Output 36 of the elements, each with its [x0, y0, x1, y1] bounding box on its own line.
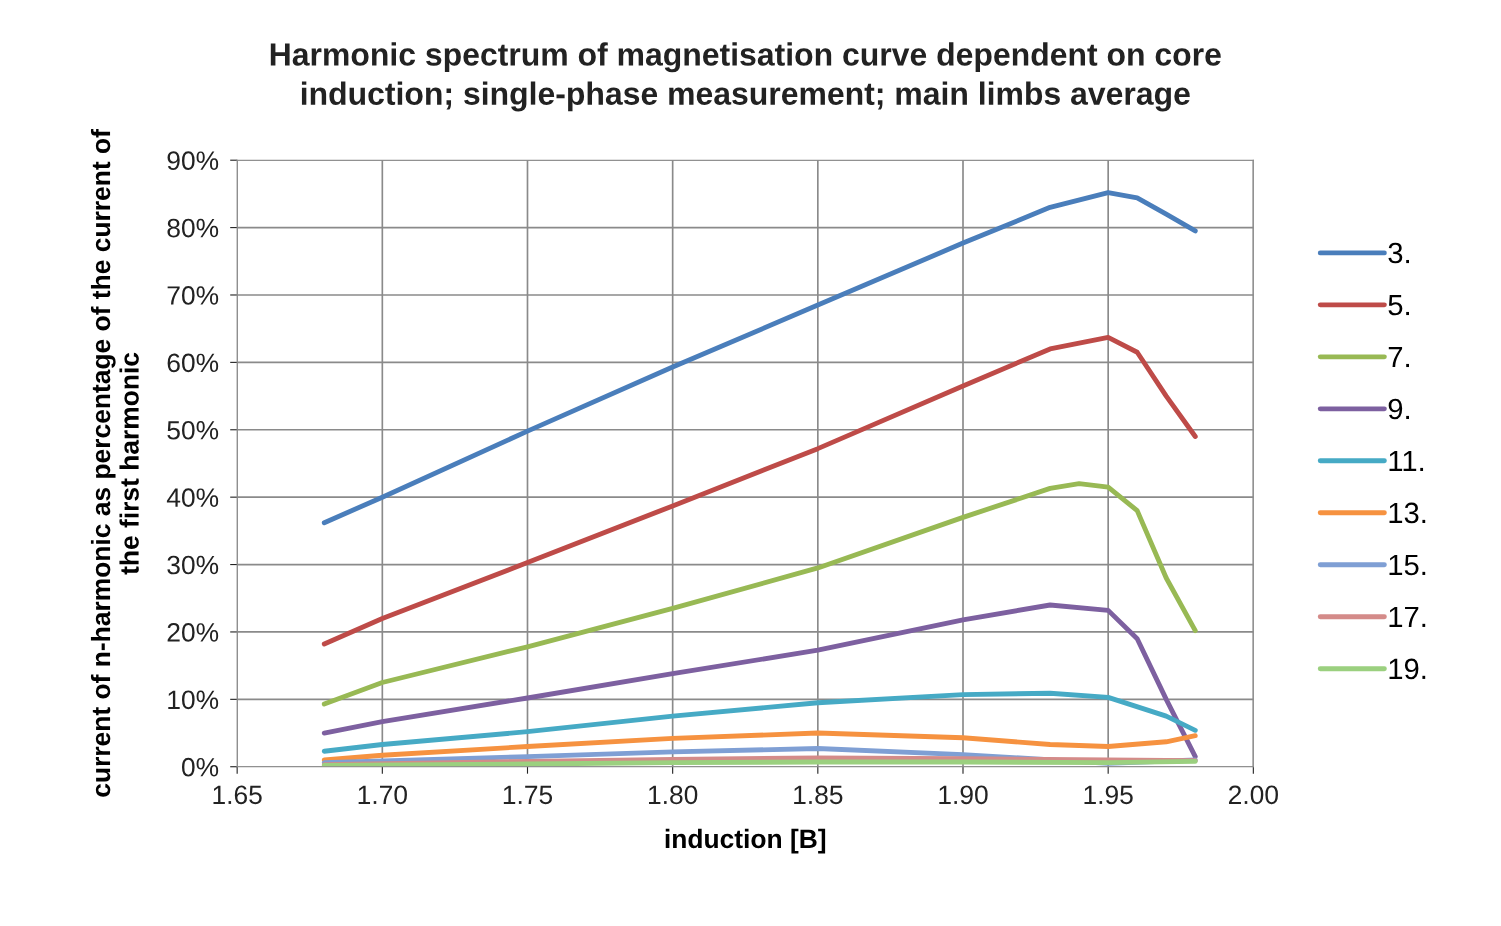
x-tick-label: 1.80 [649, 785, 698, 805]
line-series [321, 190, 1198, 526]
x-axis-title: induction [B] [665, 828, 826, 854]
y-tick-label: 90% [167, 151, 219, 171]
x-tick-label: 1.95 [1084, 785, 1133, 805]
y-tick-label: 20% [167, 623, 219, 642]
x-tick-label: 1.75 [503, 785, 553, 805]
x-tick-label: 1.90 [939, 785, 988, 805]
x-tick-label: 1.85 [794, 785, 843, 805]
x-tick-label: 2.00 [1228, 785, 1278, 805]
line-series [321, 690, 1198, 754]
legend-label: 15. [1389, 554, 1426, 576]
y-tick-label: 80% [167, 218, 219, 238]
y-tick-label: 10% [168, 690, 219, 710]
chart-title: Harmonic spectrum of magnetisation curve dependent on core induction; single-phase measurement; main limbs average [270, 42, 1221, 112]
legend-label: 13. [1389, 502, 1426, 524]
line-series [321, 481, 1198, 707]
line-series [321, 602, 1198, 760]
x-tick-label: 1.65 [213, 785, 262, 805]
y-tick-label: 40% [166, 488, 219, 507]
legend-label: 11. [1389, 450, 1424, 472]
legend-label: 3. [1388, 242, 1409, 264]
y-tick-label: 70% [167, 286, 219, 305]
y-tick-label: 0% [181, 757, 219, 777]
legend-label: 9. [1388, 398, 1409, 420]
legend-label: 17. [1389, 606, 1426, 627]
line-series [321, 335, 1198, 647]
y-tick-label: 60% [167, 353, 219, 373]
y-tick-label: 50% [167, 420, 219, 440]
x-tick-label: 1.70 [358, 785, 407, 805]
legend-label: 19. [1389, 658, 1426, 680]
line-series [321, 730, 1198, 763]
legend-label: 7. [1388, 346, 1409, 368]
y-axis-title: current of n-harmonic as percentage of the current of the first harmonic [90, 129, 139, 797]
y-tick-label: 30% [167, 555, 219, 575]
legend-label: 5. [1388, 295, 1409, 316]
